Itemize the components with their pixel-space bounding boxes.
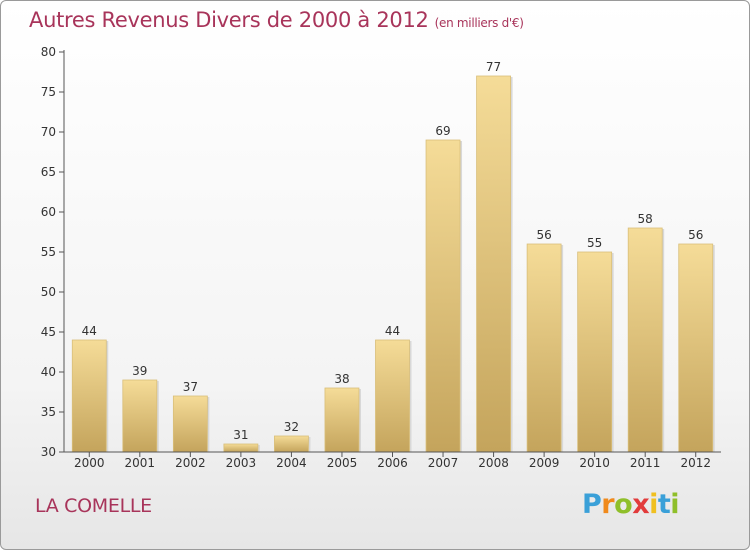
x-tick-label: 2006 bbox=[377, 456, 408, 470]
bar-2004 bbox=[274, 435, 309, 453]
x-tick-label: 2003 bbox=[226, 456, 257, 470]
bar-value-label: 44 bbox=[82, 324, 97, 338]
y-tick-label: 40 bbox=[41, 365, 56, 379]
bar-2003 bbox=[223, 443, 259, 453]
bar-2012 bbox=[678, 243, 714, 453]
logo-letter: t bbox=[657, 489, 671, 520]
x-tick-label: 2005 bbox=[327, 456, 358, 470]
x-tick-label: 2011 bbox=[630, 456, 661, 470]
proxiti-logo: Proxiti bbox=[582, 489, 680, 520]
y-tick-label: 70 bbox=[41, 125, 56, 139]
logo-letter: P bbox=[582, 489, 602, 520]
x-tick-label: 2001 bbox=[125, 456, 156, 470]
bar-2008 bbox=[476, 75, 511, 453]
bar-2011 bbox=[627, 227, 663, 453]
logo-letter: x bbox=[632, 489, 650, 520]
bar-2010 bbox=[577, 251, 613, 453]
logo-letter: o bbox=[614, 489, 633, 520]
y-tick-label: 35 bbox=[41, 405, 56, 419]
y-tick-label: 60 bbox=[41, 205, 56, 219]
bar-value-label: 55 bbox=[587, 236, 602, 250]
bar-value-label: 56 bbox=[688, 228, 703, 242]
chart-subtitle: (en milliers d'€) bbox=[434, 16, 524, 30]
bar-2007 bbox=[425, 139, 461, 453]
x-tick-label: 2010 bbox=[579, 456, 610, 470]
x-tick-label: 2012 bbox=[680, 456, 711, 470]
x-tick-label: 2008 bbox=[478, 456, 509, 470]
chart-title: Autres Revenus Divers de 2000 à 2012 (en … bbox=[29, 8, 524, 32]
bar-2005 bbox=[324, 387, 360, 453]
bar-value-label: 31 bbox=[233, 428, 248, 442]
bar-2006 bbox=[375, 339, 410, 453]
logo-letter: i bbox=[649, 489, 658, 520]
y-tick-label: 30 bbox=[41, 445, 56, 459]
bar-2002 bbox=[172, 395, 208, 453]
y-tick-label: 45 bbox=[41, 325, 56, 339]
bar-2000 bbox=[71, 339, 107, 453]
bar-value-label: 39 bbox=[132, 364, 147, 378]
y-tick-label: 50 bbox=[41, 285, 56, 299]
bar-value-label: 77 bbox=[486, 60, 501, 74]
x-tick-label: 2007 bbox=[428, 456, 459, 470]
bar-value-label: 58 bbox=[638, 212, 653, 226]
bar-value-label: 37 bbox=[183, 380, 198, 394]
x-tick-label: 2009 bbox=[529, 456, 560, 470]
y-tick-label: 55 bbox=[41, 245, 56, 259]
x-tick-label: 2000 bbox=[74, 456, 105, 470]
x-tick-label: 2004 bbox=[276, 456, 307, 470]
bar-value-label: 32 bbox=[284, 420, 299, 434]
bar-2009 bbox=[526, 243, 562, 453]
bar-value-label: 56 bbox=[536, 228, 551, 242]
y-tick-label: 75 bbox=[41, 85, 56, 99]
y-tick-label: 65 bbox=[41, 165, 56, 179]
commune-name: LA COMELLE bbox=[35, 495, 152, 517]
x-tick-label: 2002 bbox=[175, 456, 206, 470]
logo-letter: r bbox=[601, 489, 615, 520]
bar-value-label: 44 bbox=[385, 324, 400, 338]
bar-value-label: 69 bbox=[435, 124, 450, 138]
chart-title-text: Autres Revenus Divers de 2000 à 2012 bbox=[29, 8, 429, 32]
y-tick-label: 80 bbox=[41, 45, 56, 59]
bar-2001 bbox=[122, 379, 158, 453]
bar-value-label: 38 bbox=[334, 372, 349, 386]
logo-letter: i bbox=[670, 489, 680, 520]
